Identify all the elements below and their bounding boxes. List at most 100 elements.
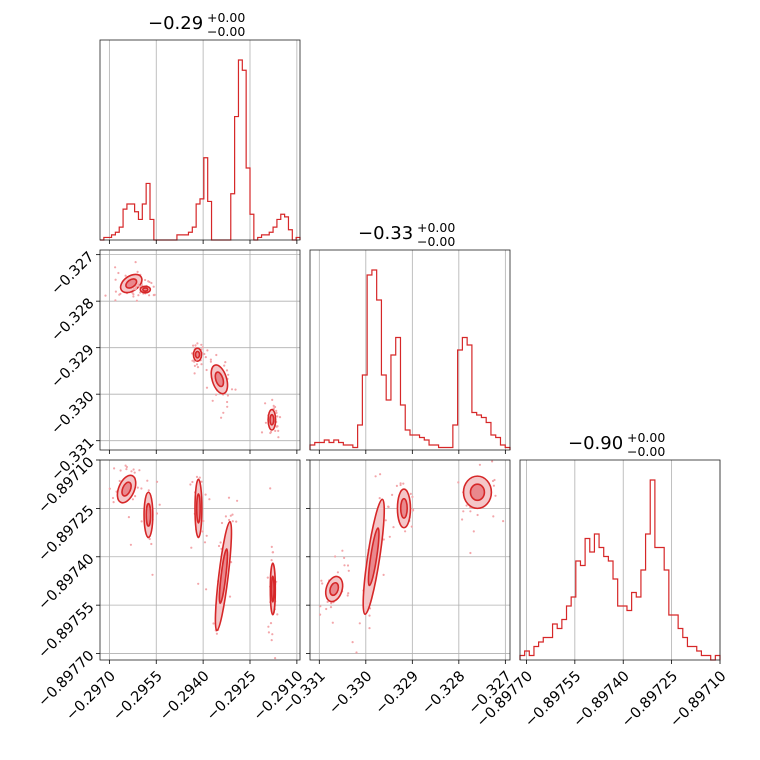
contour-inner-p1_p2-2 (399, 497, 409, 519)
sample-point-p0_p2-1-18 (156, 480, 159, 483)
title-param-2: −0.90 +0.00 −0.00 (568, 430, 665, 459)
sample-point-p0_p1-1-27 (152, 294, 156, 297)
sample-point-p0_p1-3-17 (226, 400, 229, 404)
x-tick-label-param-1-2: −0.329 (373, 668, 422, 717)
sample-point-p0_p1-4-13 (275, 409, 278, 412)
sample-point-p0_p1-3-14 (220, 416, 223, 419)
sample-point-p0_p1-2-22 (193, 364, 196, 367)
x-tick-label-param-1-1: −0.330 (326, 668, 375, 717)
sample-point-p0_p2-4-2 (270, 639, 273, 642)
sample-point-p0_p1-4-0 (277, 429, 280, 432)
sample-point-p0_p1-2-5 (200, 363, 203, 366)
sample-point-p0_p1-0-8 (114, 278, 117, 281)
sample-point-p1_p2-0-26 (343, 564, 346, 567)
sample-point-p1_p2-2-12 (399, 482, 402, 485)
title-param-1: −0.33 +0.00 −0.00 (358, 220, 455, 249)
sample-point-p0_p1-2-15 (201, 346, 204, 349)
sample-point-p0_p2-0-13 (112, 501, 115, 504)
sample-point-p0_p2-1-26 (151, 573, 154, 576)
sample-point-p0_p1-2-27 (194, 344, 197, 347)
sample-point-p1_p2-2-0 (410, 525, 413, 528)
sample-point-p1_p2-2-10 (392, 526, 395, 529)
sample-point-p0_p2-4-3 (271, 633, 274, 636)
sample-point-p0_p1-3-18 (224, 361, 227, 364)
sample-point-p0_p2-2-18 (198, 476, 201, 479)
sample-point-p1_p2-1-5 (384, 519, 387, 522)
sample-point-p0_p1-2-23 (206, 349, 209, 352)
sample-point-p0_p1-3-15 (226, 394, 229, 397)
sample-point-p0_p1-4-20 (271, 398, 274, 401)
sample-point-p0_p2-0-21 (138, 469, 141, 472)
sample-point-p0_p2-0-4 (131, 498, 134, 501)
sample-point-p0_p2-3-17 (235, 520, 238, 523)
title-param-1-value: −0.33 (358, 223, 413, 244)
sample-point-p0_p2-3-27 (217, 544, 221, 548)
sample-point-p0_p1-4-7 (276, 415, 279, 418)
sample-point-p0_p2-1-14 (146, 479, 149, 482)
sample-point-p1_p2-0-24 (329, 606, 333, 609)
sample-point-p0_p1-0-27 (144, 278, 147, 282)
sample-point-p0_p1-0-7 (118, 293, 121, 296)
sample-point-p1_p2-2-18 (409, 492, 412, 495)
sample-point-p0_p1-3-22 (195, 358, 198, 361)
sample-point-p1_p2-3-22 (492, 484, 495, 487)
sample-point-p0_p2-3-5 (212, 622, 215, 625)
sample-point-p0_p2-3-25 (228, 595, 232, 598)
sample-point-p0_p1-0-14 (150, 281, 153, 285)
sample-point-p1_p2-0-16 (319, 613, 322, 616)
title-param-2-value: −0.90 (568, 433, 623, 454)
sample-point-p0_p1-2-3 (196, 342, 199, 345)
sample-point-p0_p2-3-8 (231, 520, 234, 523)
x-tick-label-param-1-3: −0.328 (419, 668, 468, 717)
sample-point-p0_p1-0-13 (124, 274, 127, 277)
sample-point-p0_p2-0-7 (125, 465, 128, 469)
sample-point-p0_p2-4-26 (271, 551, 275, 554)
sample-point-p0_p1-1-22 (140, 284, 143, 287)
sample-point-p0_p2-2-5 (202, 519, 205, 523)
contour-inner-p0_p2-1 (145, 502, 152, 527)
sample-point-p0_p1-0-24 (114, 299, 117, 302)
sample-point-p1_p2-0-5 (341, 549, 344, 552)
sample-point-p0_p1-0-18 (114, 266, 117, 269)
sample-point-p0_p1-4-22 (274, 405, 277, 409)
title-param-1-lower: −0.00 (417, 234, 455, 249)
sample-point-p1_p2-3-21 (493, 478, 496, 482)
contour-inner-p0_p2-4 (270, 575, 275, 603)
sample-point-p1_p2-3-2 (494, 494, 497, 497)
sample-point-p1_p2-1-24 (374, 475, 377, 478)
sample-point-p0_p1-0-20 (134, 261, 137, 264)
sample-point-p0_p2-2-26 (203, 541, 207, 544)
sample-point-p0_p2-2-16 (195, 475, 199, 478)
sample-point-p0_p2-2-11 (191, 480, 194, 484)
sample-point-p0_p1-1-0 (137, 283, 140, 286)
sample-point-p0_p2-2-8 (190, 546, 193, 549)
sample-point-p0_p2-3-20 (205, 588, 208, 591)
sample-point-p0_p2-1-17 (158, 503, 161, 506)
sample-point-p0_p1-2-6 (203, 352, 206, 356)
sample-point-p0_p2-0-12 (111, 496, 115, 500)
sample-point-p0_p1-1-20 (148, 280, 151, 284)
sample-point-p0_p1-3-5 (226, 405, 229, 408)
sample-point-p1_p2-0-19 (347, 569, 350, 572)
contour-inner-p1_p2-1 (367, 527, 380, 587)
sample-point-p1_p2-1-8 (379, 473, 382, 476)
contour-inner-p0_p1-1 (142, 287, 149, 292)
x-tick-label-param-0-1: −0.2955 (110, 668, 166, 724)
contour-inner-p0_p1-3 (214, 371, 225, 388)
sample-point-p0_p1-1-2 (148, 294, 151, 297)
sample-point-p1_p2-1-23 (378, 497, 381, 500)
sample-point-p0_p1-1-14 (134, 287, 137, 291)
sample-point-p1_p2-3-20 (502, 520, 505, 523)
title-param-0: −0.29 +0.00 −0.00 (148, 10, 245, 39)
histogram-param-2 (519, 479, 721, 661)
sample-point-p1_p2-2-13 (412, 509, 415, 512)
sample-point-p0_p2-4-27 (267, 625, 270, 628)
sample-point-p0_p2-2-22 (205, 534, 208, 537)
sample-point-p0_p2-0-15 (132, 468, 135, 471)
title-param-2-upper: +0.00 (627, 430, 665, 445)
sample-point-p0_p2-3-22 (224, 515, 227, 518)
sample-point-p0_p1-0-12 (136, 270, 139, 273)
sample-point-p1_p2-0-8 (346, 594, 349, 597)
sample-point-p0_p2-0-19 (113, 467, 116, 470)
sample-point-p0_p2-1-2 (147, 489, 150, 492)
